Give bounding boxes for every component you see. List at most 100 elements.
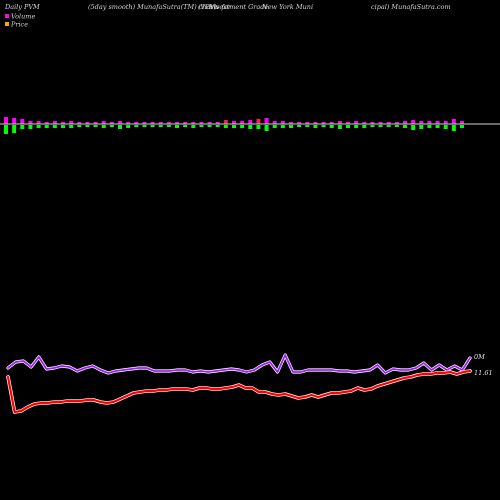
volume-bar-up <box>305 122 310 124</box>
volume-bar-down <box>248 125 253 129</box>
volume-bar-down <box>297 125 302 127</box>
volume-bar-down <box>183 125 188 127</box>
header-center-title-2: (VPV) <box>198 3 217 11</box>
volume-bar-down <box>69 125 74 128</box>
volume-bars <box>4 117 464 134</box>
volume-bar-down <box>370 125 375 127</box>
volume-bar-down <box>28 125 33 129</box>
volume-bar-up <box>93 122 98 124</box>
volume-bar-up <box>386 122 391 124</box>
volume-bar-down <box>4 125 8 134</box>
legend-volume-label: Volume <box>11 13 35 21</box>
volume-bar-down <box>191 125 196 128</box>
price-volume-lines <box>6 353 472 414</box>
volume-bar-up <box>370 122 375 124</box>
volume-bar-up <box>248 120 253 124</box>
volume-bar-down <box>386 125 391 127</box>
price-line <box>6 369 472 414</box>
volume-bar-up <box>272 121 277 124</box>
volume-bar-up <box>443 121 448 124</box>
volume-bar-down <box>460 125 464 128</box>
volume-bar-up <box>142 122 147 124</box>
volume-bar-down <box>12 125 17 133</box>
volume-bar-up <box>451 119 456 124</box>
volume-bar-up <box>199 122 204 124</box>
volume-bar-up <box>126 122 131 124</box>
volume-bar-down <box>77 125 82 127</box>
volume-bar-up <box>20 119 25 124</box>
volume-bar-down <box>134 125 139 127</box>
volume-bar-down <box>280 125 285 128</box>
volume-bar-up <box>460 121 464 124</box>
volume-bar-down <box>240 125 245 128</box>
volume-bar-up <box>362 122 367 124</box>
volume-bar-up <box>28 121 33 124</box>
volume-bar-up <box>77 122 82 124</box>
volume-bar-down <box>394 125 399 127</box>
volume-bar-down <box>232 125 236 128</box>
volume-bar-down <box>411 125 416 130</box>
volume-bar-up <box>175 122 179 124</box>
volume-bar-up <box>403 121 407 124</box>
volume-bar-down <box>435 125 440 128</box>
volume-bar-down <box>93 125 98 127</box>
legend: Volume Price <box>5 13 35 29</box>
legend-price-swatch <box>5 22 9 26</box>
volume-bar-up <box>435 121 440 124</box>
volume-bar-down <box>289 125 293 128</box>
volume-bar-down <box>150 125 155 127</box>
volume-bar-down <box>427 125 432 128</box>
volume-bar-down <box>118 125 122 129</box>
volume-bar-up <box>101 121 106 124</box>
volume-bar-up <box>223 120 228 124</box>
volume-bar-down <box>20 125 25 129</box>
header-center-title-1: (5day smooth) MunafaSutra(TM) charts for <box>88 3 232 11</box>
volume-bar-up <box>240 121 245 124</box>
volume-bar-down <box>378 125 383 127</box>
volume-bar-up <box>183 122 188 124</box>
volume-bar-up <box>256 119 261 124</box>
volume-bar-down <box>272 125 277 128</box>
volume-bar-down <box>101 125 106 128</box>
volume-bar-down <box>256 125 261 129</box>
volume-bar-down <box>451 125 456 131</box>
volume-bar-down <box>313 125 318 128</box>
volume-bar-up <box>61 122 65 124</box>
volume-bar-up <box>12 118 17 124</box>
volume-bar-down <box>329 125 334 128</box>
volume-bar-up <box>394 122 399 124</box>
volume-bar-down <box>61 125 65 128</box>
volume-bar-up <box>215 122 220 124</box>
volume-bar-up <box>289 122 293 124</box>
volume-bar-up <box>4 117 8 124</box>
volume-bar-up <box>109 122 114 124</box>
volume-bar-down <box>403 125 407 128</box>
volume-bar-up <box>378 122 383 124</box>
volume-bar-up <box>427 121 432 124</box>
volume-bar-down <box>346 125 350 128</box>
volume-bar-up <box>191 122 196 124</box>
volume-bar-up <box>321 122 326 124</box>
volume-bar-up <box>134 122 139 124</box>
legend-price-label: Price <box>10 21 28 29</box>
volume-bar-up <box>329 122 334 124</box>
volume-bar-down <box>44 125 49 128</box>
volume-bar-down <box>337 125 342 129</box>
volume-bar-down <box>158 125 163 127</box>
header-center-title-3: Investment Grade <box>208 3 268 11</box>
volume-bar-up <box>52 121 57 124</box>
volume-bar-up <box>150 122 155 124</box>
volume-bar-up <box>313 122 318 124</box>
volume-bar-down <box>52 125 57 128</box>
legend-volume-swatch <box>5 14 9 18</box>
volume-bar-up <box>411 120 416 124</box>
volume-bar-up <box>419 121 424 124</box>
volume-bar-up <box>232 121 236 124</box>
volume-bar-down <box>166 125 171 127</box>
volume-bar-down <box>199 125 204 127</box>
volume-bar-down <box>175 125 179 128</box>
volume-bar-up <box>158 122 163 124</box>
volume-bar-down <box>419 125 424 129</box>
